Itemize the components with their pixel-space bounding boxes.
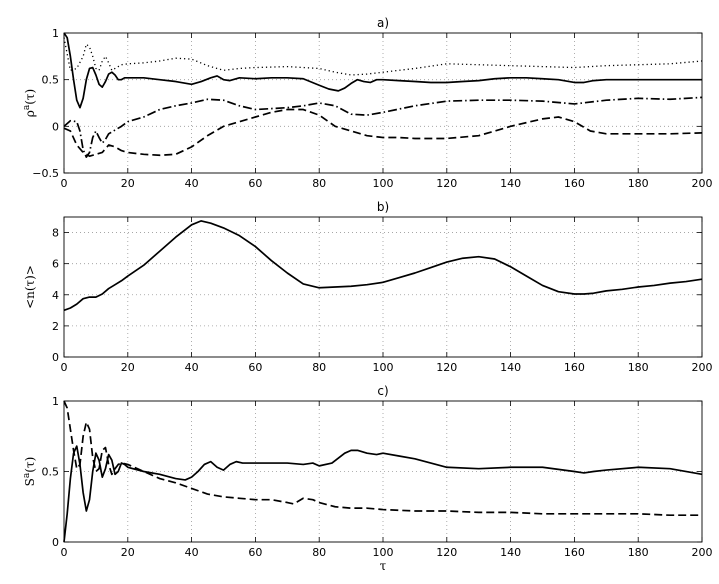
x-tick-label: 0 — [61, 361, 68, 374]
x-tick-label: 200 — [692, 177, 713, 190]
x-tick-label: 80 — [312, 177, 326, 190]
y-tick-label: 4 — [52, 289, 59, 302]
y-tick-label: 1 — [52, 27, 59, 40]
x-tick-label: 100 — [373, 361, 394, 374]
x-tick-label: 60 — [248, 361, 262, 374]
y-tick-label: 2 — [52, 320, 59, 333]
x-tick-label: 140 — [500, 361, 521, 374]
x-tick-label: 160 — [564, 546, 585, 559]
panel-title: a) — [377, 16, 389, 30]
y-tick-label: 0 — [52, 351, 59, 364]
plot-frame — [63, 400, 703, 543]
x-tick-label: 40 — [185, 177, 199, 190]
x-tick-label: 120 — [436, 546, 457, 559]
x-axis-label: τ — [380, 559, 387, 573]
x-tick-label: 180 — [628, 177, 649, 190]
x-tick-label: 0 — [61, 177, 68, 190]
x-tick-label: 160 — [564, 177, 585, 190]
y-axis-label: <n(τ)> — [23, 265, 37, 309]
y-tick-label: −0.5 — [32, 167, 59, 180]
panel-3: 0 20 40 60 80 100 120 140 160 180 200 0 0.5 1 c) Sa(τ) τ — [22, 384, 713, 573]
x-tick-label: 140 — [500, 177, 521, 190]
x-tick-label: 200 — [692, 546, 713, 559]
x-tick-label: 60 — [248, 546, 262, 559]
y-tick-label: 8 — [52, 227, 59, 240]
x-tick-label: 140 — [500, 546, 521, 559]
x-tick-label: 40 — [185, 361, 199, 374]
y-tick-label: 0 — [52, 120, 59, 133]
x-tick-label: 20 — [121, 361, 135, 374]
x-tick-label: 120 — [436, 177, 457, 190]
x-tick-label: 100 — [373, 177, 394, 190]
panel-1: 0 20 40 60 80 100 120 140 160 180 200−0.500.51a)ρa… — [22, 16, 713, 190]
x-tick-label: 20 — [121, 177, 135, 190]
x-tick-label: 100 — [373, 546, 394, 559]
y-tick-label: 0.5 — [42, 466, 60, 479]
x-tick-label: 0 — [61, 546, 68, 559]
x-tick-label: 180 — [628, 361, 649, 374]
y-tick-label: 1 — [52, 395, 59, 408]
x-tick-label: 120 — [436, 361, 457, 374]
series-dashed-line — [63, 400, 702, 517]
panel-title: c) — [377, 384, 388, 398]
series-dashdot-line — [63, 96, 703, 158]
series-solid-line — [63, 220, 703, 312]
series-dashed-line — [63, 108, 703, 158]
y-tick-label: 0.5 — [42, 74, 60, 87]
y-axis-label: Sa(τ) — [22, 457, 37, 487]
y-tick-label: 0 — [52, 536, 59, 549]
x-tick-label: 200 — [692, 361, 713, 374]
y-tick-label: 6 — [52, 258, 59, 271]
x-tick-label: 20 — [121, 546, 135, 559]
x-tick-label: 60 — [248, 177, 262, 190]
series-solid-line — [63, 32, 702, 109]
series-solid-line — [63, 445, 703, 543]
x-tick-label: 180 — [628, 546, 649, 559]
x-tick-label: 160 — [564, 361, 585, 374]
x-tick-label: 40 — [185, 546, 199, 559]
y-axis-label: ρa(τ) — [22, 89, 37, 117]
x-tick-label: 80 — [312, 361, 326, 374]
panel-2: 0 20 40 60 80 100 120 140 160 180 200 0 2 4 6 8 b) <n(τ)> — [23, 200, 713, 374]
x-tick-label: 80 — [312, 546, 326, 559]
panel-title: b) — [377, 200, 389, 214]
